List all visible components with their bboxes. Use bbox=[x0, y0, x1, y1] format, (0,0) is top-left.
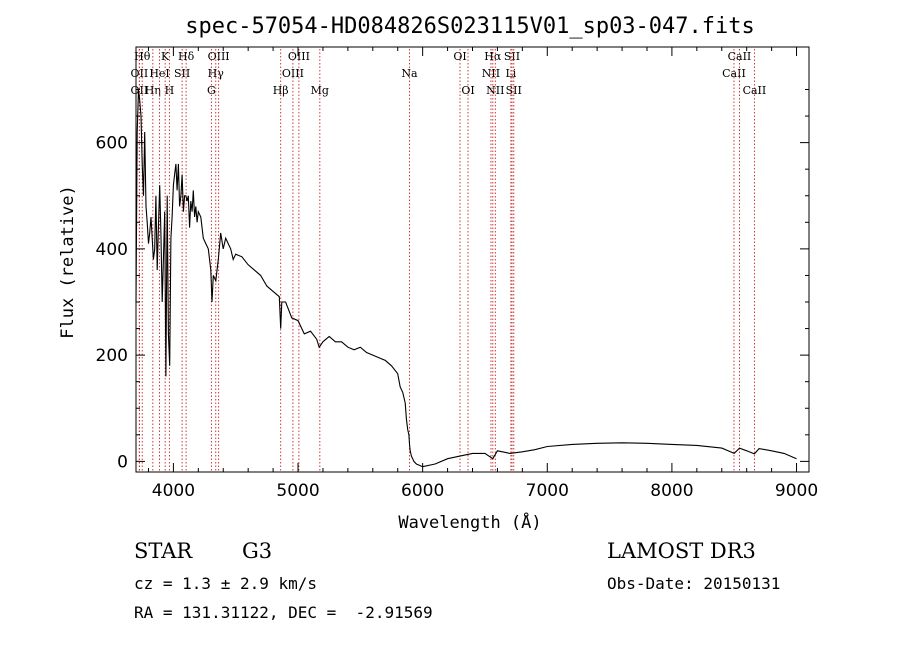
spectral-line-label: Mg bbox=[311, 84, 329, 97]
redshift-value: cz = 1.3 ± 2.9 km/s bbox=[134, 574, 318, 593]
spectral-line-label: OIII bbox=[208, 50, 230, 63]
x-tick-label: 7000 bbox=[526, 481, 569, 501]
spectral-line-label: OIII bbox=[288, 50, 310, 63]
spectral-line-label: Na bbox=[401, 67, 418, 80]
spectral-line-label: Li bbox=[505, 67, 516, 80]
spectral-line-label: HeI bbox=[149, 67, 169, 80]
x-tick-label: 5000 bbox=[276, 481, 319, 501]
spectral-line-label: OIII bbox=[282, 67, 304, 80]
y-tick-label: 200 bbox=[96, 346, 128, 366]
spectral-line-label: OI bbox=[453, 50, 466, 63]
object-subclass: G3 bbox=[242, 539, 273, 563]
spectral-line-label: SII bbox=[504, 50, 520, 63]
spectral-line-label: Hη bbox=[145, 84, 161, 97]
spectral-line-label: Hα bbox=[484, 50, 502, 63]
survey-name: LAMOST DR3 bbox=[607, 539, 756, 563]
spectral-line-label: CaII bbox=[728, 50, 752, 63]
spectral-line-label: CaII bbox=[722, 67, 746, 80]
y-tick-label: 600 bbox=[96, 134, 128, 154]
plot-frame bbox=[135, 46, 810, 473]
spectral-line-label: K bbox=[161, 50, 170, 63]
spectral-line-label: Hγ bbox=[208, 67, 225, 80]
coordinates: RA = 131.31122, DEC = -2.91569 bbox=[134, 603, 433, 622]
spectral-line-label: SII bbox=[174, 67, 190, 80]
y-axis-label: Flux (relative) bbox=[58, 185, 78, 339]
x-tick-label: 9000 bbox=[775, 481, 818, 501]
spectral-line-label: Hθ bbox=[134, 50, 151, 63]
spectral-line-label: Hδ bbox=[178, 50, 195, 63]
spectral-line-label: OII bbox=[131, 84, 149, 97]
spectral-line-label: CaII bbox=[743, 84, 767, 97]
observation-date: Obs-Date: 20150131 bbox=[607, 574, 781, 593]
plot-area: OIIOIIHθHηHeIKHSIIHδHγGOIIIHβOIIIOIIIMgN… bbox=[96, 46, 818, 501]
y-tick-label: 400 bbox=[96, 240, 128, 260]
x-axis-label: Wavelength (Å) bbox=[398, 511, 541, 533]
y-tick-label: 0 bbox=[117, 452, 128, 472]
spectral-line-label: H bbox=[165, 84, 175, 97]
spectral-line-label: NII bbox=[486, 84, 504, 97]
spectral-line-label: OI bbox=[461, 84, 474, 97]
x-tick-label: 4000 bbox=[152, 481, 195, 501]
spectral-line-label: SII bbox=[506, 84, 522, 97]
chart-title: spec-57054-HD084826S023115V01_sp03-047.f… bbox=[185, 14, 755, 39]
x-tick-label: 6000 bbox=[401, 481, 444, 501]
spectrum-series-line bbox=[135, 89, 797, 468]
spectral-line-label: NII bbox=[482, 67, 500, 80]
spectral-line-label: G bbox=[207, 84, 216, 97]
x-tick-label: 8000 bbox=[650, 481, 693, 501]
spectral-line-label: Hβ bbox=[273, 84, 289, 97]
object-class: STAR bbox=[134, 539, 193, 563]
